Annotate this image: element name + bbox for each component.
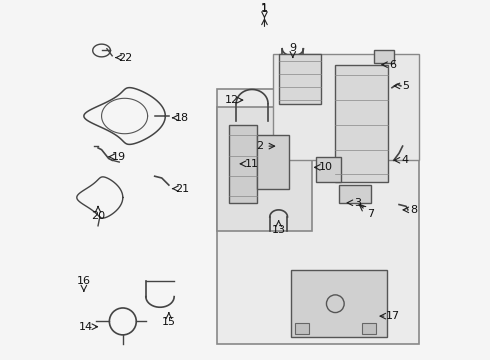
Text: 20: 20 bbox=[91, 211, 105, 221]
Text: 19: 19 bbox=[112, 152, 125, 162]
Text: 4: 4 bbox=[402, 155, 409, 165]
Text: 1: 1 bbox=[261, 4, 268, 14]
Bar bbox=[339, 185, 371, 203]
Text: 3: 3 bbox=[354, 198, 361, 208]
Text: 14: 14 bbox=[79, 322, 94, 332]
Text: 9: 9 bbox=[289, 43, 296, 53]
Bar bbox=[257, 135, 289, 189]
Text: 12: 12 bbox=[224, 95, 239, 105]
Text: 1: 1 bbox=[261, 3, 268, 13]
Bar bbox=[294, 323, 309, 334]
Bar bbox=[217, 89, 418, 345]
Text: 21: 21 bbox=[175, 184, 189, 194]
Text: 15: 15 bbox=[162, 318, 176, 328]
Bar bbox=[335, 65, 389, 181]
Text: 13: 13 bbox=[271, 225, 286, 235]
Text: 22: 22 bbox=[119, 53, 133, 63]
Bar bbox=[273, 54, 418, 160]
Text: 10: 10 bbox=[319, 162, 333, 172]
Text: 18: 18 bbox=[175, 113, 189, 123]
Bar bbox=[362, 323, 376, 334]
Text: 17: 17 bbox=[386, 311, 400, 321]
Bar bbox=[316, 157, 341, 181]
Text: 8: 8 bbox=[411, 205, 418, 215]
Text: 5: 5 bbox=[402, 81, 409, 91]
Bar bbox=[229, 125, 257, 203]
Bar bbox=[291, 270, 387, 337]
Bar bbox=[279, 54, 321, 104]
Text: 7: 7 bbox=[367, 209, 374, 219]
Text: 2: 2 bbox=[256, 141, 264, 151]
Text: 6: 6 bbox=[390, 60, 396, 70]
Bar bbox=[374, 50, 394, 63]
Text: 11: 11 bbox=[245, 159, 258, 169]
Text: 16: 16 bbox=[77, 276, 91, 287]
Bar bbox=[217, 107, 312, 231]
